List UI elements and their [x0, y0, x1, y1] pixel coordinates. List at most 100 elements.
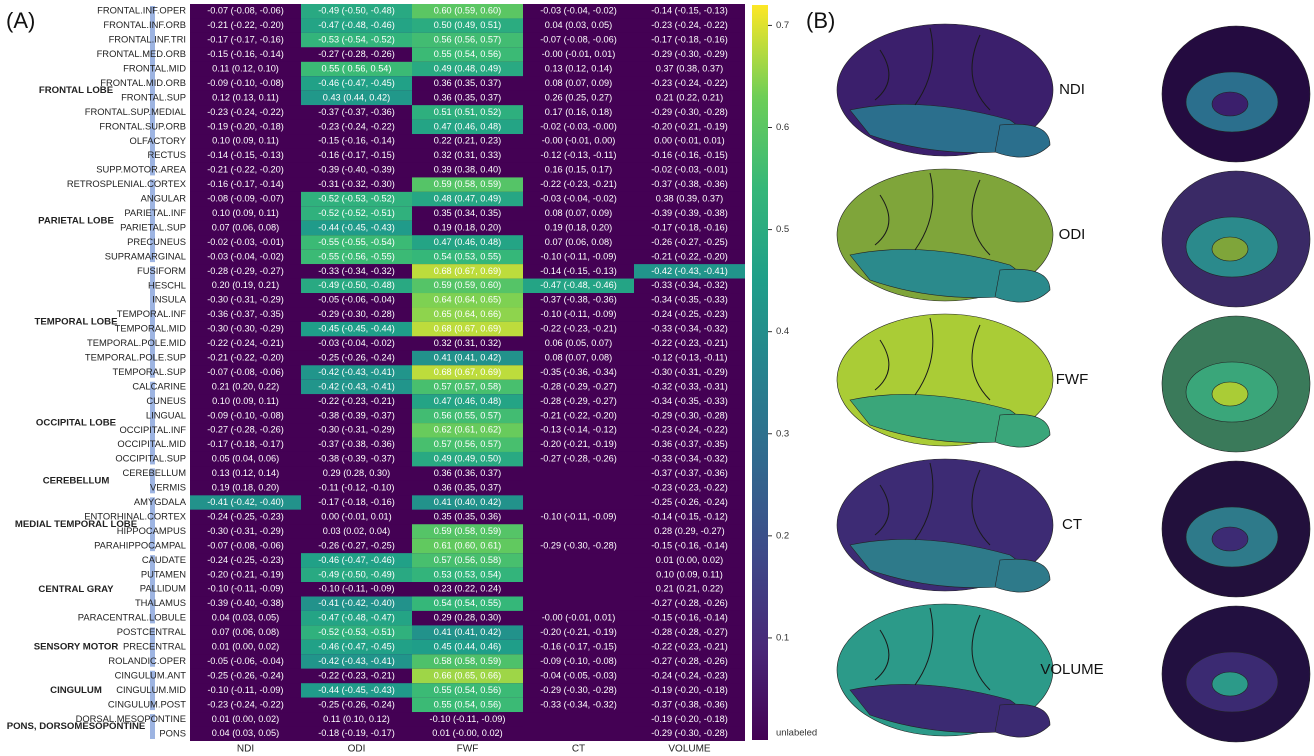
- cell-label: 0.41 (0.41, 0.42): [434, 627, 501, 637]
- cell-label: -0.25 (-0.26, -0.24): [207, 670, 284, 680]
- cell-label: 0.59 (0.58, 0.59): [434, 179, 501, 189]
- cell-label: -0.22 (-0.23, -0.21): [318, 396, 395, 406]
- cell-label: -0.44 (-0.45, -0.43): [318, 685, 395, 695]
- cell-label: 0.51 (0.51, 0.52): [434, 107, 501, 117]
- cell-label: -0.20 (-0.21, -0.19): [207, 569, 284, 579]
- cell-label: -0.26 (-0.27, -0.25): [318, 540, 395, 550]
- row-label: PUTAMEN: [141, 568, 186, 579]
- row-label: FRONTAL.SUP.MEDIAL: [85, 106, 186, 117]
- cell-label: 0.55 (0.54, 0.56): [434, 699, 501, 709]
- cell-label: 0.62 (0.61, 0.62): [434, 425, 501, 435]
- row-label: CEREBELLUM: [122, 467, 186, 478]
- row-label: RETROSPLENIAL.CORTEX: [67, 178, 187, 189]
- cell-label: 0.01 (0.00, 0.02): [656, 555, 723, 565]
- cell-label: -0.30 (-0.31, -0.29): [651, 367, 728, 377]
- cell-label: 0.11 (0.10, 0.12): [323, 714, 390, 724]
- cell-label: -0.23 (-0.24, -0.22): [207, 107, 284, 117]
- cell-label: -0.34 (-0.35, -0.33): [651, 396, 728, 406]
- cell-label: -0.33 (-0.34, -0.32): [651, 324, 728, 334]
- column-label: CT: [572, 744, 585, 755]
- cell-label: -0.38 (-0.39, -0.37): [318, 454, 395, 464]
- row-label: ANGULAR: [141, 193, 187, 204]
- cell-label: -0.39 (-0.40, -0.38): [207, 598, 284, 608]
- column-label: VOLUME: [668, 744, 711, 755]
- cell-label: -0.24 (-0.25, -0.23): [651, 309, 728, 319]
- cell-label: -0.10 (-0.11, -0.09): [430, 714, 506, 724]
- cell-label: 0.66 (0.65, 0.66): [434, 670, 501, 680]
- cell-label: -0.05 (-0.06, -0.04): [318, 295, 395, 305]
- row-label: FRONTAL.SUP.ORB: [99, 120, 186, 131]
- cell-label: -0.16 (-0.17, -0.15): [540, 642, 617, 652]
- cell-label: -0.20 (-0.21, -0.19): [540, 439, 617, 449]
- cell-label: 0.36 (0.35, 0.37): [434, 92, 501, 102]
- cell-label: -0.49 (-0.50, -0.48): [318, 6, 395, 16]
- cell-label: 0.37 (0.38, 0.37): [656, 63, 723, 73]
- cell-label: -0.37 (-0.37, -0.36): [318, 107, 395, 117]
- cell-label: -0.22 (-0.23, -0.21): [318, 670, 395, 680]
- cell-label: -0.55 (-0.55, -0.54): [318, 237, 395, 247]
- brain-cerebellum: [995, 704, 1050, 737]
- cell-label: -0.30 (-0.31, -0.29): [318, 425, 395, 435]
- row-label: FRONTAL.INF.OPER: [97, 5, 186, 16]
- cell-label: -0.15 (-0.16, -0.14): [207, 49, 284, 59]
- colorbar-tick-label: 0.6: [776, 122, 789, 133]
- cell-label: -0.02 (-0.03, -0.00): [540, 121, 617, 131]
- cell-label: -0.34 (-0.35, -0.33): [651, 295, 728, 305]
- cell-label: 0.54 (0.53, 0.55): [434, 251, 501, 261]
- cell-label: -0.16 (-0.16, -0.15): [651, 150, 728, 160]
- cell-label: -0.18 (-0.19, -0.17): [318, 728, 395, 738]
- cell-label: -0.28 (-0.28, -0.27): [651, 627, 728, 637]
- row-label: LINGUAL: [146, 409, 186, 420]
- cell-label: -0.23 (-0.24, -0.22): [207, 699, 284, 709]
- cell-label: 0.10 (0.09, 0.11): [212, 208, 279, 218]
- cell-label: -0.27 (-0.28, -0.26): [207, 425, 284, 435]
- cell-label: -0.37 (-0.37, -0.36): [651, 468, 728, 478]
- cell-label: -0.14 (-0.15, -0.13): [207, 150, 284, 160]
- row-label: FRONTAL.MID.ORB: [100, 77, 186, 88]
- cell-label: 0.54 (0.54, 0.55): [434, 598, 501, 608]
- brain-label: CT: [1062, 516, 1082, 533]
- cell-label: 0.47 (0.46, 0.48): [434, 237, 501, 247]
- cell-label: -0.27 (-0.28, -0.26): [651, 598, 728, 608]
- cell-label: 0.49 (0.48, 0.49): [434, 63, 501, 73]
- cell-label: 0.07 (0.06, 0.08): [545, 237, 612, 247]
- cell-label: -0.16 (-0.17, -0.15): [318, 150, 395, 160]
- colorbar-tick-label: 0.5: [776, 224, 789, 235]
- cell-label: 0.55 (0.54, 0.56): [434, 685, 501, 695]
- cell-label: 0.68 (0.67, 0.69): [434, 266, 501, 276]
- cell-label: 0.57 (0.56, 0.57): [434, 439, 501, 449]
- cell-label: -0.52 (-0.52, -0.51): [318, 208, 395, 218]
- cell-label: 0.35 (0.35, 0.36): [434, 511, 501, 521]
- cell-label: -0.15 (-0.16, -0.14): [651, 540, 728, 550]
- brain-label: FWF: [1056, 371, 1088, 388]
- cell-label: 0.12 (0.13, 0.11): [212, 92, 279, 102]
- cell-label: -0.47 (-0.48, -0.46): [540, 280, 617, 290]
- brain-label: NDI: [1059, 81, 1085, 98]
- cell-label: 0.21 (0.21, 0.22): [656, 584, 723, 594]
- cell-label: 0.35 (0.34, 0.35): [434, 208, 501, 218]
- row-label: ROLANDIC.OPER: [108, 655, 186, 666]
- row-label: CAUDATE: [142, 554, 186, 565]
- cell-label: -0.16 (-0.17, -0.14): [207, 179, 284, 189]
- cell-label: -0.09 (-0.10, -0.08): [540, 656, 617, 666]
- cell-label: 0.03 (0.02, 0.04): [323, 526, 390, 536]
- colorbar-tick-label: 0.3: [776, 428, 789, 439]
- row-label: OLFACTORY: [130, 135, 187, 146]
- cell-label: -0.24 (-0.25, -0.23): [207, 511, 284, 521]
- column-label: FWF: [457, 744, 479, 755]
- colorbar-tick-label: 0.2: [776, 530, 789, 541]
- cell-label: -0.49 (-0.50, -0.48): [318, 280, 395, 290]
- cell-label: -0.05 (-0.06, -0.04): [207, 656, 284, 666]
- cell-label: -0.26 (-0.27, -0.25): [651, 237, 728, 247]
- cell-label: -0.21 (-0.22, -0.20): [207, 352, 284, 362]
- row-label: TEMPORAL.INF: [117, 308, 187, 319]
- cell-label: 0.55 (0.54, 0.56): [434, 49, 501, 59]
- cell-label: -0.42 (-0.43, -0.41): [318, 656, 395, 666]
- cell-label: 0.68 (0.67, 0.69): [434, 367, 501, 377]
- cell-label: -0.21 (-0.22, -0.20): [207, 165, 284, 175]
- cell-label: 0.07 (0.06, 0.08): [212, 222, 279, 232]
- group-label: PARIETAL LOBE: [38, 215, 114, 226]
- cell-label: -0.08 (-0.09, -0.07): [207, 194, 284, 204]
- row-label: PARIETAL.SUP: [120, 221, 186, 232]
- cell-label: -0.38 (-0.39, -0.37): [318, 410, 395, 420]
